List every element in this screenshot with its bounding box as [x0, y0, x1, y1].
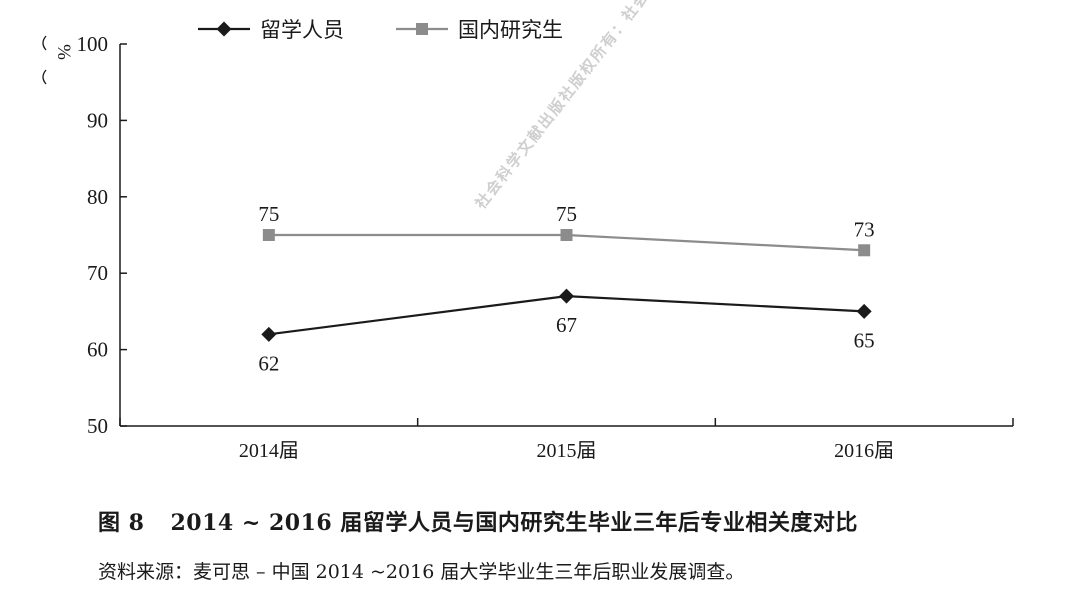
y-tick-label: 50 — [87, 414, 108, 438]
data-label: 75 — [556, 202, 577, 226]
data-point — [261, 326, 277, 342]
y-label-bracket-top — [42, 35, 47, 51]
y-tick-label: 100 — [77, 32, 109, 56]
line-chart: 留学人员 国内研究生 50 60 70 80 90 100% 2014届 2015届 2016届… — [42, 18, 1014, 462]
data-label: 73 — [854, 217, 875, 241]
data-point — [559, 288, 574, 304]
figure-title: 2014 ~ 2016 届留学人员与国内研究生毕业三年后专业相关度对比 — [170, 510, 858, 536]
data-label: 62 — [258, 351, 279, 375]
y-tick-label: 70 — [87, 261, 108, 285]
y-axis-label: % — [53, 44, 74, 60]
data-point — [856, 303, 872, 319]
figure-number: 图 8 — [98, 510, 145, 536]
data-point — [262, 229, 275, 241]
data-point — [560, 229, 573, 241]
y-axis: 50 60 70 80 90 100% — [42, 32, 127, 438]
legend-marker — [416, 23, 428, 35]
y-tick-label: 60 — [87, 338, 108, 362]
x-tick-label: 2016届 — [834, 440, 894, 462]
data-label: 67 — [556, 313, 577, 337]
y-label-bracket-bottom — [42, 69, 47, 85]
data-label: 65 — [854, 328, 875, 352]
x-tick-label: 2015届 — [537, 440, 597, 462]
data-point — [858, 244, 871, 257]
source-note: 资料来源：麦可思 – 中国 2014 ~2016 届大学毕业生三年后职业发展调查… — [98, 561, 745, 583]
x-tick-label: 2014届 — [239, 440, 299, 462]
legend: 留学人员 国内研究生 — [198, 18, 563, 42]
figure-caption: 图 8 2014 ~ 2016 届留学人员与国内研究生毕业三年后专业相关度对比 — [98, 505, 858, 537]
legend-label: 留学人员 — [260, 18, 344, 42]
y-tick-label: 90 — [87, 108, 108, 132]
plot-area: 62 67 65 75 75 73 — [258, 202, 874, 375]
legend-label: 国内研究生 — [458, 18, 563, 42]
legend-marker — [216, 21, 232, 37]
data-label: 75 — [258, 202, 279, 226]
y-tick-label: 80 — [87, 185, 108, 209]
x-axis: 2014届 2015届 2016届 — [119, 418, 1014, 462]
